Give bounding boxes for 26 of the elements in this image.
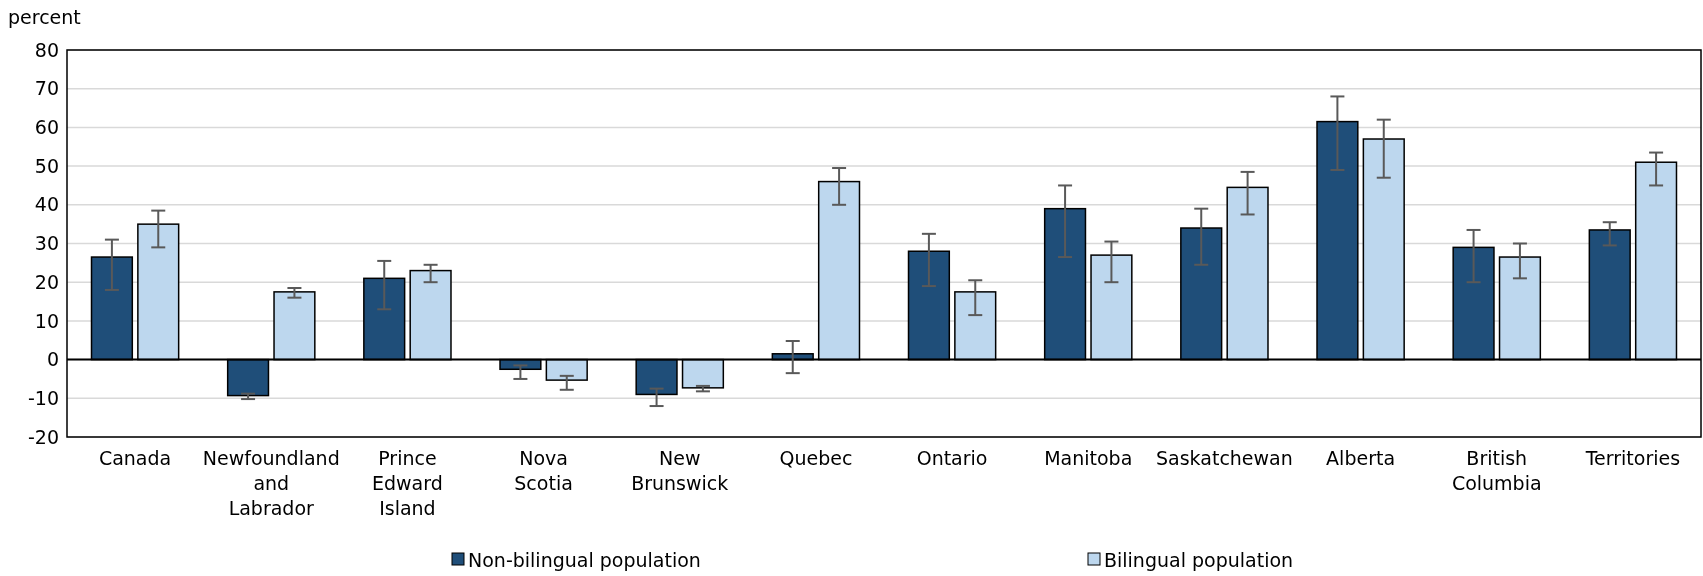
y-tick-label: -20 <box>27 425 59 448</box>
legend-label: Bilingual population <box>1104 548 1294 571</box>
y-axis-title: percent <box>8 6 81 28</box>
x-tick-label: Saskatchewan <box>1156 447 1293 469</box>
x-tick-label: British Columbia <box>1451 447 1542 494</box>
x-tick-label: Alberta <box>1326 447 1396 469</box>
y-tick-label: 50 <box>34 154 59 177</box>
legend-label: Non-bilingual population <box>468 548 701 571</box>
y-tick-label: 20 <box>34 270 59 293</box>
x-tick-label: Quebec <box>779 447 853 469</box>
x-tick-label: New Brunswick <box>631 447 729 494</box>
x-tick-label: Nova Scotia <box>514 447 573 494</box>
y-tick-label: 30 <box>34 232 59 255</box>
x-tick-label: Manitoba <box>1044 447 1133 469</box>
x-tick-label: Canada <box>98 447 172 469</box>
x-tick-label: Ontario <box>916 447 988 469</box>
y-tick-label: 10 <box>34 309 59 332</box>
y-tick-label: -10 <box>27 386 59 409</box>
y-tick-label: 60 <box>34 116 59 139</box>
y-tick-label: 80 <box>34 38 59 61</box>
y-tick-label: 40 <box>34 193 59 216</box>
x-tick-label: Territories <box>1584 447 1681 469</box>
x-tick-label: Newfoundland and Labrador <box>202 447 340 519</box>
x-tick-label: Prince Edward Island <box>372 447 443 519</box>
y-tick-label: 0 <box>46 348 59 371</box>
y-tick-label: 70 <box>34 77 59 100</box>
